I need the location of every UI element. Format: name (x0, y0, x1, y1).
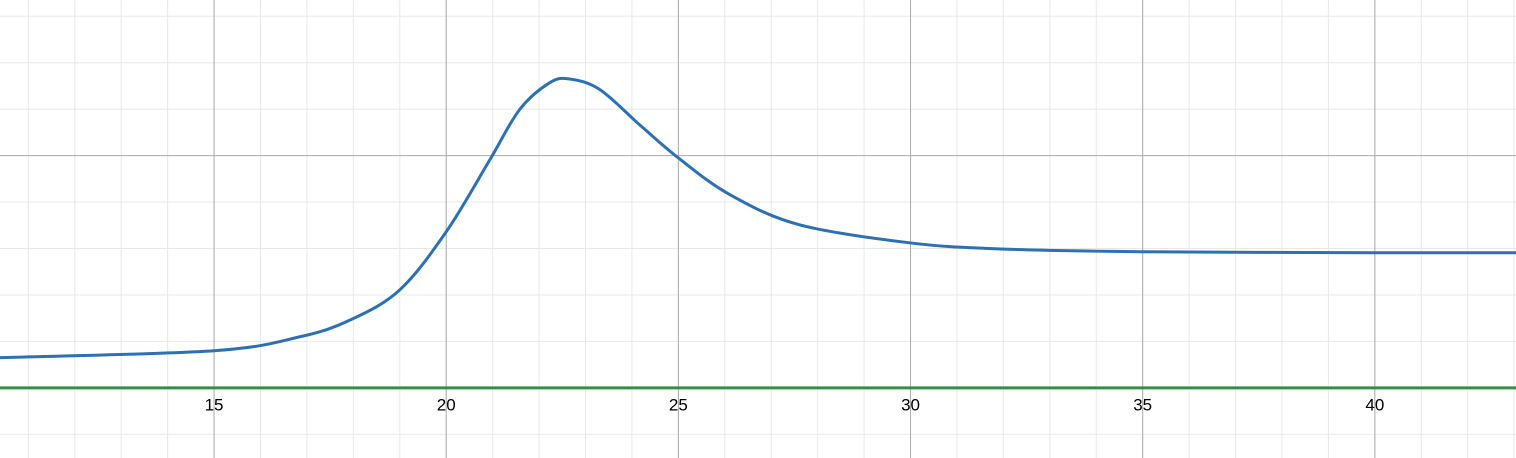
x-tick-label: 25 (669, 395, 688, 414)
x-tick-label: 30 (901, 395, 920, 414)
x-tick-label: 20 (437, 395, 456, 414)
curve (0, 76, 1516, 360)
x-tick-label: 15 (205, 395, 224, 414)
x-tick-label: 40 (1365, 395, 1384, 414)
x-tick-label: 35 (1133, 395, 1152, 414)
